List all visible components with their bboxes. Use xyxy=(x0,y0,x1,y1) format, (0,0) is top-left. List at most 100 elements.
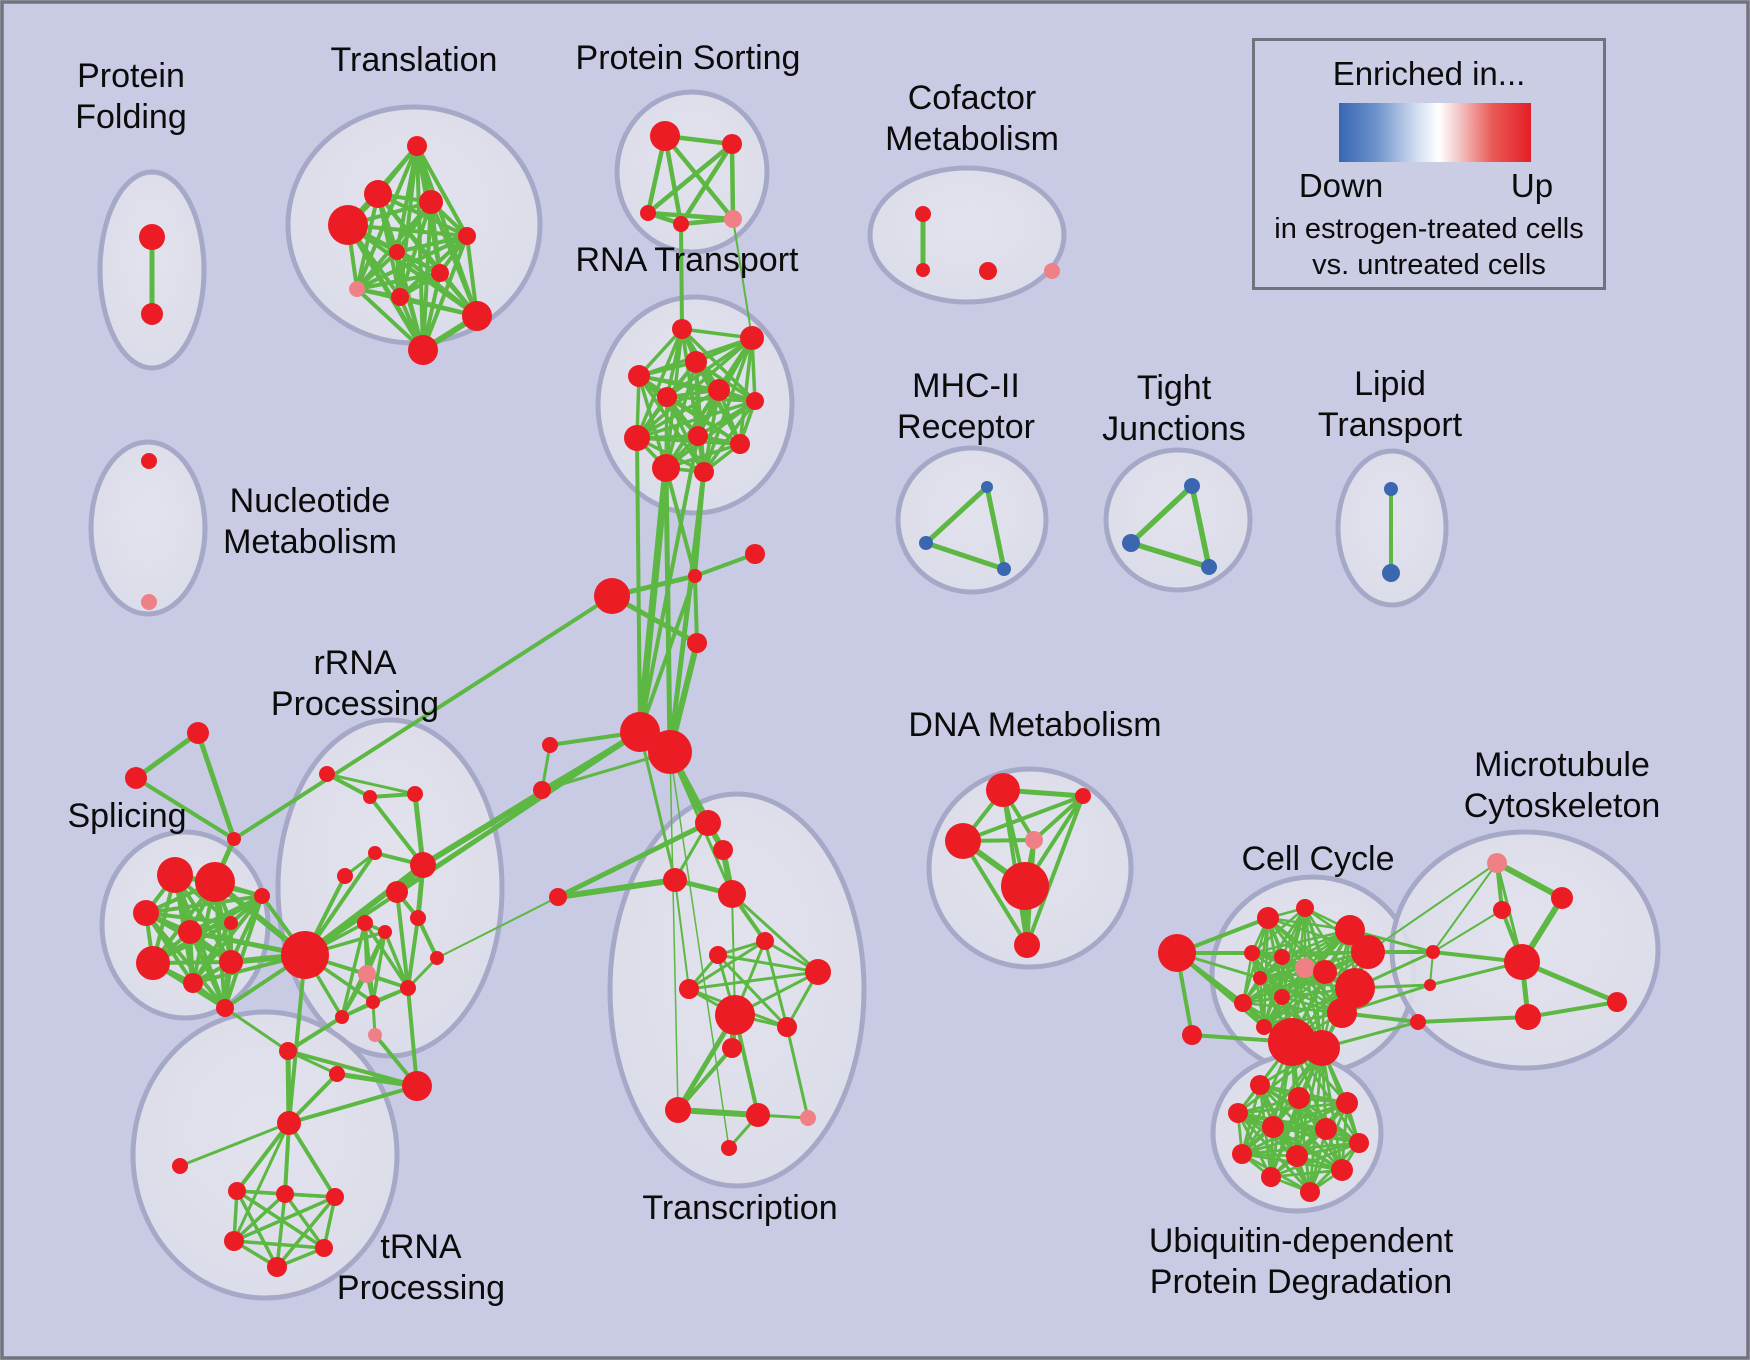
gene-set-node-cc1[interactable] xyxy=(1158,934,1196,972)
gene-set-node-tc13[interactable] xyxy=(665,1097,691,1123)
gene-set-node-mt9[interactable] xyxy=(1410,1014,1426,1030)
gene-set-node-sp2[interactable] xyxy=(195,862,235,902)
gene-set-node-rr17[interactable] xyxy=(368,1028,382,1042)
gene-set-node-sp5[interactable] xyxy=(224,916,238,930)
gene-set-node-rr20[interactable] xyxy=(279,1042,297,1060)
gene-set-node-mh2[interactable] xyxy=(919,536,933,550)
gene-set-node-dm4[interactable] xyxy=(1025,831,1043,849)
gene-set-node-cc13[interactable] xyxy=(1274,989,1290,1005)
gene-set-node-ps4[interactable] xyxy=(673,216,689,232)
gene-set-node-mt5[interactable] xyxy=(1515,1004,1541,1030)
gene-set-node-pf1[interactable] xyxy=(139,224,165,250)
gene-set-node-mt1[interactable] xyxy=(1487,853,1507,873)
gene-set-node-ub10[interactable] xyxy=(1261,1167,1281,1187)
gene-set-node-cc2[interactable] xyxy=(1182,1025,1202,1045)
gene-set-node-x9[interactable] xyxy=(187,722,209,744)
gene-set-node-cc4[interactable] xyxy=(1296,899,1314,917)
gene-set-node-sp4[interactable] xyxy=(178,920,202,944)
gene-set-node-cc6[interactable] xyxy=(1351,935,1385,969)
gene-set-node-tc15[interactable] xyxy=(800,1110,816,1126)
gene-set-node-nm1[interactable] xyxy=(141,453,157,469)
gene-set-node-x5[interactable] xyxy=(620,712,660,752)
gene-set-node-ps2[interactable] xyxy=(722,134,742,154)
gene-set-node-tn8[interactable] xyxy=(267,1257,287,1277)
gene-set-node-cm4[interactable] xyxy=(1044,263,1060,279)
gene-set-node-sp9[interactable] xyxy=(216,999,234,1017)
gene-set-node-ub11[interactable] xyxy=(1331,1159,1353,1181)
gene-set-node-ub9[interactable] xyxy=(1349,1133,1369,1153)
gene-set-node-tc16[interactable] xyxy=(721,1140,737,1156)
gene-set-node-tn3[interactable] xyxy=(172,1158,188,1174)
gene-set-node-sp6[interactable] xyxy=(136,946,170,980)
gene-set-node-rt10[interactable] xyxy=(730,434,750,454)
gene-set-node-ub1[interactable] xyxy=(1250,1075,1270,1095)
gene-set-node-rr10[interactable] xyxy=(357,915,373,931)
gene-set-node-mt4[interactable] xyxy=(1504,944,1540,980)
gene-set-node-cc11[interactable] xyxy=(1253,971,1267,985)
gene-set-node-tl8[interactable] xyxy=(349,281,365,297)
gene-set-node-tc14[interactable] xyxy=(746,1103,770,1127)
gene-set-node-tc8[interactable] xyxy=(805,959,831,985)
gene-set-node-cc18[interactable] xyxy=(1327,998,1357,1028)
gene-set-node-tl3[interactable] xyxy=(328,205,368,245)
gene-set-node-tj2[interactable] xyxy=(1122,534,1140,552)
gene-set-node-cc9[interactable] xyxy=(1295,958,1315,978)
gene-set-node-x8[interactable] xyxy=(533,781,551,799)
gene-set-node-sp10[interactable] xyxy=(254,888,270,904)
gene-set-node-cc3[interactable] xyxy=(1257,907,1279,929)
gene-set-node-rr2[interactable] xyxy=(363,790,377,804)
gene-set-node-cc17[interactable] xyxy=(1304,1030,1340,1066)
gene-set-node-lt2[interactable] xyxy=(1382,564,1400,582)
gene-set-node-ps1[interactable] xyxy=(650,121,680,151)
gene-set-node-dm2[interactable] xyxy=(1075,788,1091,804)
gene-set-node-tc4[interactable] xyxy=(718,880,746,908)
gene-set-node-tn2[interactable] xyxy=(277,1111,301,1135)
gene-set-node-rr5[interactable] xyxy=(386,881,408,903)
gene-set-node-sp7[interactable] xyxy=(183,973,203,993)
gene-set-node-tj3[interactable] xyxy=(1201,559,1217,575)
gene-set-node-mt2[interactable] xyxy=(1551,887,1573,909)
gene-set-node-rr9[interactable] xyxy=(430,951,444,965)
gene-set-node-tn6[interactable] xyxy=(326,1188,344,1206)
gene-set-node-tc9[interactable] xyxy=(679,979,699,999)
gene-set-node-ub12[interactable] xyxy=(1300,1182,1320,1202)
gene-set-node-tc2[interactable] xyxy=(713,840,733,860)
gene-set-node-x6[interactable] xyxy=(648,730,692,774)
gene-set-node-ub7[interactable] xyxy=(1232,1144,1252,1164)
gene-set-node-mh3[interactable] xyxy=(997,562,1011,576)
gene-set-node-x4[interactable] xyxy=(687,633,707,653)
gene-set-node-cc8[interactable] xyxy=(1274,949,1290,965)
gene-set-node-rr7[interactable] xyxy=(337,868,353,884)
gene-set-node-tc1[interactable] xyxy=(695,810,721,836)
gene-set-node-x1[interactable] xyxy=(594,578,630,614)
gene-set-node-ub4[interactable] xyxy=(1228,1103,1248,1123)
gene-set-node-cc16[interactable] xyxy=(1268,1018,1316,1066)
gene-set-node-tl9[interactable] xyxy=(391,288,409,306)
gene-set-node-rt1[interactable] xyxy=(672,319,692,339)
gene-set-node-tc10[interactable] xyxy=(715,995,755,1035)
gene-set-node-x7[interactable] xyxy=(542,737,558,753)
gene-set-node-tl7[interactable] xyxy=(431,264,449,282)
gene-set-node-ub6[interactable] xyxy=(1315,1118,1337,1140)
gene-set-node-sp3[interactable] xyxy=(133,900,159,926)
gene-set-node-rr11[interactable] xyxy=(378,925,392,939)
gene-set-node-cc10[interactable] xyxy=(1313,960,1337,984)
gene-set-node-rt7[interactable] xyxy=(746,392,764,410)
gene-set-node-ub2[interactable] xyxy=(1288,1087,1310,1109)
gene-set-node-rt5[interactable] xyxy=(708,379,730,401)
gene-set-node-rt4[interactable] xyxy=(685,351,707,373)
gene-set-node-x10[interactable] xyxy=(125,767,147,789)
gene-set-node-rr15[interactable] xyxy=(366,995,380,1009)
gene-set-node-tn4[interactable] xyxy=(228,1182,246,1200)
gene-set-node-ub3[interactable] xyxy=(1336,1092,1358,1114)
gene-set-node-mt8[interactable] xyxy=(1424,979,1436,991)
gene-set-node-cm3[interactable] xyxy=(979,262,997,280)
gene-set-node-tn5[interactable] xyxy=(276,1185,294,1203)
gene-set-node-cc15[interactable] xyxy=(1256,1019,1272,1035)
gene-set-node-rt11[interactable] xyxy=(652,454,680,482)
gene-set-node-dm6[interactable] xyxy=(1014,932,1040,958)
gene-set-node-tc6[interactable] xyxy=(756,932,774,950)
gene-set-node-tc5[interactable] xyxy=(549,888,567,906)
gene-set-node-x2[interactable] xyxy=(688,569,702,583)
gene-set-node-rt8[interactable] xyxy=(624,425,650,451)
